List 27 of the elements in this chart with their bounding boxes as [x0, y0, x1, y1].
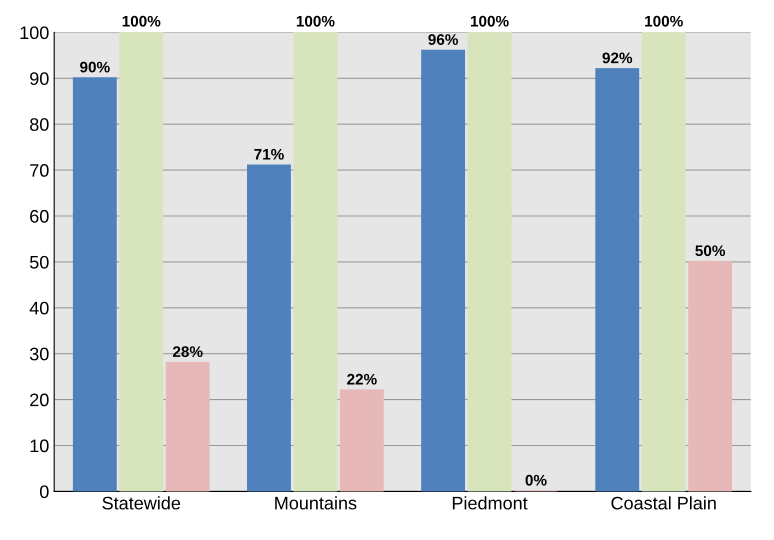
y-tick-label: 100	[20, 26, 49, 40]
x-tick-label: Piedmont	[452, 496, 528, 510]
y-tick-label: 30	[30, 348, 49, 360]
y-tick-label: 90	[30, 72, 49, 86]
data-label: 96%	[428, 34, 458, 45]
x-tick-label: Mountains	[275, 496, 356, 510]
y-tick-label: 60	[30, 210, 49, 223]
data-label: 92%	[602, 52, 632, 64]
data-label: 22%	[347, 374, 377, 385]
data-label: 100%	[470, 16, 509, 27]
y-tick-label: 70	[30, 164, 49, 177]
data-label: 28%	[172, 346, 203, 358]
data-label: 0%	[526, 474, 547, 486]
y-tick-label: 20	[30, 394, 49, 406]
x-tick-label: Statewide	[102, 496, 180, 510]
data-label: 50%	[695, 245, 726, 256]
y-tick-label: 40	[30, 302, 49, 315]
x-tick-label: Coastal Plain	[611, 496, 716, 510]
y-tick-label: 0	[40, 485, 49, 498]
data-label: 90%	[80, 62, 110, 72]
y-tick-label: 80	[30, 118, 49, 131]
y-tick-label: 50	[30, 256, 49, 269]
y-tick-label: 10	[30, 439, 49, 452]
data-label: 100%	[296, 16, 335, 27]
data-label: 100%	[122, 16, 160, 27]
data-label: 71%	[254, 148, 284, 160]
data-label: 100%	[645, 16, 683, 27]
